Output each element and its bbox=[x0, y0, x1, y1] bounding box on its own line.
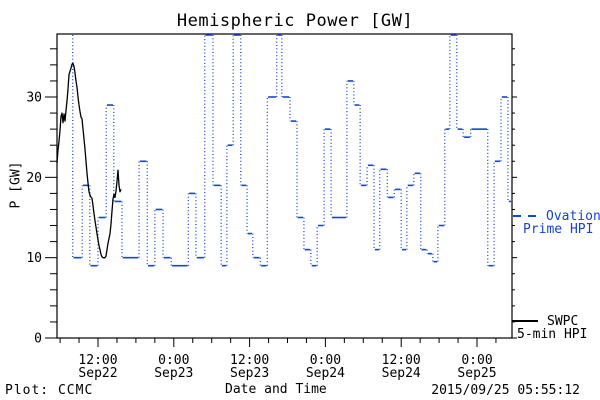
x-tick-label-date: Sep25 bbox=[457, 366, 496, 381]
y-tick-label: 10 bbox=[26, 251, 42, 266]
x-tick-label-date: Sep24 bbox=[382, 366, 421, 381]
x-tick-label-time: 0:00 bbox=[310, 353, 341, 368]
x-tick-label-time: 12:00 bbox=[230, 353, 269, 368]
swpc-legend-label-line1: SWPC bbox=[547, 314, 579, 329]
plot-frame bbox=[56, 33, 513, 339]
ovation-legend-dash-2 bbox=[528, 215, 536, 217]
y-tick-label: 30 bbox=[26, 91, 42, 106]
y-tick-label: 20 bbox=[26, 171, 42, 186]
swpc-line bbox=[56, 62, 122, 259]
swpc-legend-line-sample bbox=[512, 320, 538, 322]
plot-credit: Plot: CCMC bbox=[5, 383, 94, 398]
ovation-legend-label-line2: Prime HPI bbox=[523, 222, 594, 237]
x-axis-label: Date and Time bbox=[225, 382, 327, 397]
plot-timestamp: 2015/09/25 05:55:12 bbox=[431, 383, 580, 398]
swpc-legend-label-line2: 5-min HPI bbox=[517, 327, 588, 342]
x-tick-label-time: 0:00 bbox=[461, 353, 492, 368]
ovation-legend-dash-1 bbox=[513, 215, 521, 217]
x-tick-label-date: Sep24 bbox=[306, 366, 345, 381]
x-tick-label-time: 12:00 bbox=[78, 353, 117, 368]
ovation-legend-label-line1: Ovation bbox=[546, 209, 600, 224]
x-tick-label-date: Sep22 bbox=[78, 366, 117, 381]
chart-title: Hemispheric Power [GW] bbox=[176, 11, 414, 31]
x-tick-label-date: Sep23 bbox=[154, 366, 193, 381]
x-tick-label-time: 0:00 bbox=[158, 353, 189, 368]
y-tick-label: 0 bbox=[34, 332, 42, 347]
x-tick-label-time: 12:00 bbox=[382, 353, 421, 368]
x-tick-label-date: Sep23 bbox=[230, 366, 269, 381]
